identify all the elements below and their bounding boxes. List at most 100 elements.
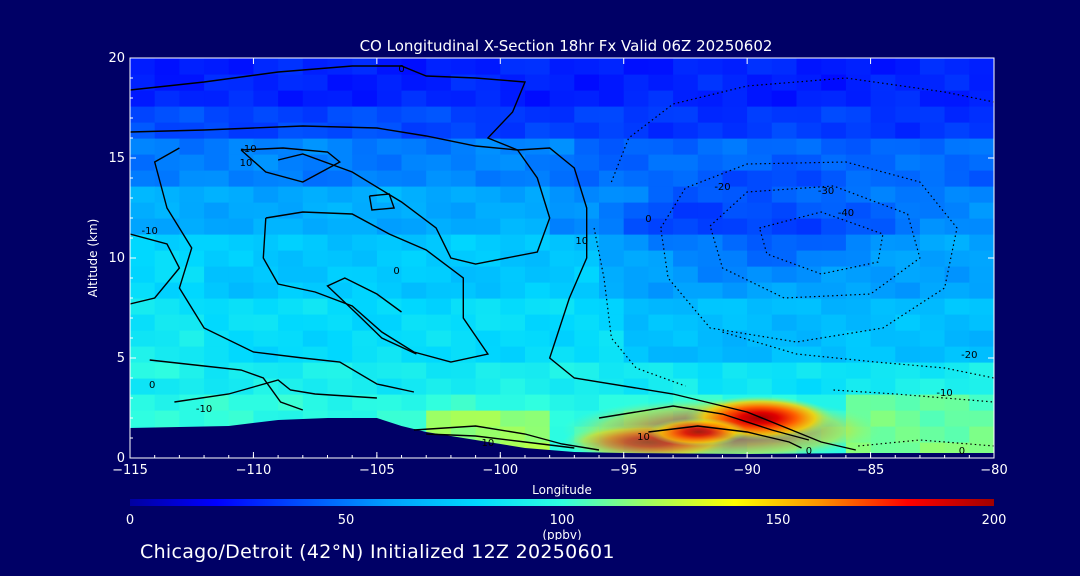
field-cell bbox=[253, 362, 279, 379]
field-cell bbox=[574, 266, 600, 283]
field-cell bbox=[969, 330, 994, 347]
field-cell bbox=[204, 314, 230, 331]
contour-dotted-neg10-b bbox=[610, 77, 994, 183]
field-cell bbox=[673, 330, 699, 347]
field-cell bbox=[130, 250, 156, 267]
field-cell bbox=[771, 122, 798, 139]
field-cell bbox=[895, 138, 921, 155]
field-cell bbox=[500, 58, 526, 75]
field-cell bbox=[401, 74, 427, 91]
field-cell bbox=[648, 138, 674, 155]
field-cell bbox=[870, 90, 896, 107]
field-cell bbox=[549, 90, 575, 107]
field-cell bbox=[549, 218, 575, 235]
field-cell bbox=[525, 250, 551, 267]
field-cell bbox=[204, 106, 230, 123]
field-cell bbox=[130, 170, 156, 187]
field-cell bbox=[426, 122, 452, 139]
field-cell bbox=[969, 138, 994, 155]
field-cell bbox=[475, 378, 501, 395]
field-cell bbox=[944, 282, 970, 299]
field-cell bbox=[969, 266, 994, 283]
field-cell bbox=[969, 362, 994, 379]
temperature-contours: 0 -10 10 0 -10 0 -10 10 0 -20 -30 -40 -20 -10 0 10 10 0 bbox=[130, 64, 994, 457]
field-cell bbox=[450, 106, 477, 123]
field-cell bbox=[302, 378, 329, 395]
field-cell bbox=[401, 90, 427, 107]
field-cell bbox=[204, 266, 230, 283]
field-cell bbox=[747, 138, 773, 155]
field-cell bbox=[154, 266, 180, 283]
field-cell bbox=[475, 186, 501, 203]
field-cell bbox=[870, 154, 896, 171]
field-cell bbox=[747, 106, 773, 123]
field-cell bbox=[278, 122, 304, 139]
contour-line-plume-0 bbox=[598, 405, 810, 441]
field-cell bbox=[747, 170, 773, 187]
field-cell bbox=[574, 90, 600, 107]
field-cell bbox=[648, 218, 674, 235]
field-cell bbox=[475, 218, 501, 235]
field-cell bbox=[253, 330, 279, 347]
field-cell bbox=[327, 74, 353, 91]
field-cell bbox=[228, 250, 254, 267]
field-cell bbox=[475, 58, 501, 75]
field-cell bbox=[796, 362, 822, 379]
field-cell bbox=[426, 346, 452, 363]
field-cell bbox=[673, 170, 699, 187]
field-cell bbox=[376, 362, 403, 379]
field-cell bbox=[302, 74, 329, 91]
field-cell bbox=[278, 266, 304, 283]
field-cell bbox=[253, 186, 279, 203]
field-cell bbox=[327, 314, 353, 331]
field-cell bbox=[771, 346, 798, 363]
field-cell bbox=[648, 202, 674, 219]
field-cell bbox=[179, 346, 205, 363]
field-cell bbox=[697, 362, 724, 379]
field-cell bbox=[475, 250, 501, 267]
field-cell bbox=[623, 378, 649, 395]
field-cell bbox=[574, 154, 600, 171]
field-cell bbox=[253, 58, 279, 75]
field-cell bbox=[179, 282, 205, 299]
field-cell bbox=[154, 250, 180, 267]
field-cell bbox=[895, 106, 921, 123]
field-cell bbox=[673, 362, 699, 379]
field-cell bbox=[549, 282, 575, 299]
field-cell bbox=[845, 58, 872, 75]
field-cell bbox=[796, 298, 822, 315]
field-cell bbox=[352, 218, 378, 235]
field-cell bbox=[500, 74, 526, 91]
field-cell bbox=[278, 362, 304, 379]
field-cell bbox=[722, 218, 748, 235]
field-cell bbox=[623, 218, 649, 235]
field-cell bbox=[574, 330, 600, 347]
field-cell bbox=[845, 266, 872, 283]
field-cell bbox=[919, 346, 946, 363]
contour-line-upper bbox=[130, 125, 551, 265]
contour-line-small-loop bbox=[240, 147, 342, 183]
field-cell bbox=[401, 106, 427, 123]
field-cell bbox=[623, 314, 649, 331]
field-cell bbox=[796, 74, 822, 91]
field-cell bbox=[969, 314, 994, 331]
field-cell bbox=[845, 394, 872, 411]
field-cell bbox=[722, 362, 748, 379]
field-cell bbox=[648, 234, 674, 251]
field-cell bbox=[154, 74, 180, 91]
field-cell bbox=[574, 106, 600, 123]
field-cell bbox=[895, 170, 921, 187]
field-cell bbox=[278, 202, 304, 219]
field-cell bbox=[500, 378, 526, 395]
field-cell bbox=[179, 202, 205, 219]
field-cell bbox=[944, 346, 970, 363]
field-cell bbox=[401, 314, 427, 331]
field-cell bbox=[154, 58, 180, 75]
field-cell bbox=[697, 266, 724, 283]
field-cell bbox=[549, 314, 575, 331]
field-cell bbox=[130, 282, 156, 299]
field-cell bbox=[278, 250, 304, 267]
field-cell bbox=[450, 90, 477, 107]
field-cell bbox=[327, 186, 353, 203]
field-cell bbox=[352, 378, 378, 395]
